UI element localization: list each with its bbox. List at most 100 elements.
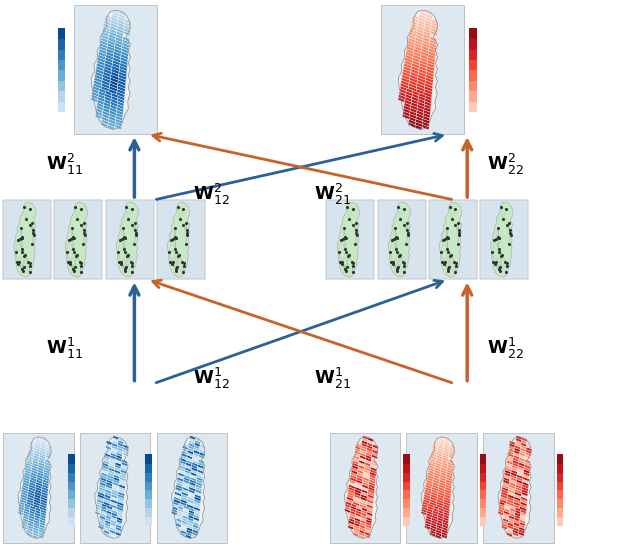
Polygon shape [106, 446, 111, 450]
Polygon shape [29, 443, 35, 448]
Polygon shape [406, 46, 414, 52]
Point [175, 215, 185, 224]
Polygon shape [355, 489, 361, 494]
Polygon shape [29, 515, 35, 520]
Point [342, 203, 352, 212]
Polygon shape [436, 529, 442, 534]
Point [505, 229, 515, 237]
Point [395, 250, 405, 259]
Polygon shape [364, 470, 370, 474]
Point [392, 234, 402, 243]
Polygon shape [522, 437, 527, 442]
Polygon shape [433, 441, 438, 445]
Polygon shape [176, 482, 183, 487]
Polygon shape [113, 436, 118, 440]
Polygon shape [507, 499, 514, 504]
Bar [145, 463, 152, 472]
Polygon shape [424, 492, 431, 496]
Polygon shape [504, 477, 510, 482]
Polygon shape [441, 534, 447, 539]
Polygon shape [417, 107, 424, 113]
Polygon shape [116, 452, 122, 457]
Polygon shape [103, 501, 110, 506]
Polygon shape [444, 445, 449, 449]
Polygon shape [102, 467, 108, 472]
Point [61, 248, 72, 256]
Polygon shape [421, 509, 427, 513]
Polygon shape [113, 438, 118, 442]
Point [20, 250, 31, 259]
Point [130, 219, 140, 228]
Polygon shape [371, 464, 377, 469]
Polygon shape [187, 455, 193, 460]
Polygon shape [102, 77, 110, 83]
Bar [480, 517, 486, 526]
Polygon shape [97, 496, 104, 501]
Bar [557, 463, 563, 472]
Polygon shape [110, 524, 116, 529]
Polygon shape [97, 499, 104, 504]
Polygon shape [197, 469, 204, 474]
Polygon shape [190, 477, 196, 482]
Polygon shape [353, 499, 360, 504]
Point [506, 231, 516, 239]
Point [504, 219, 515, 228]
Point [348, 259, 358, 268]
Bar [429, 200, 477, 279]
Polygon shape [432, 515, 438, 520]
Polygon shape [104, 18, 111, 23]
Polygon shape [26, 463, 32, 467]
Polygon shape [111, 450, 116, 455]
Polygon shape [111, 445, 117, 450]
Polygon shape [427, 477, 433, 482]
Point [342, 252, 353, 260]
Polygon shape [27, 530, 33, 534]
Polygon shape [37, 470, 44, 474]
Point [21, 215, 31, 224]
Polygon shape [518, 529, 525, 534]
Polygon shape [367, 499, 374, 504]
Polygon shape [111, 499, 117, 504]
Polygon shape [425, 95, 432, 100]
Polygon shape [35, 494, 41, 499]
Bar [403, 517, 410, 526]
Polygon shape [438, 484, 445, 489]
Point [399, 268, 409, 277]
Polygon shape [101, 119, 108, 125]
Polygon shape [190, 475, 196, 479]
Polygon shape [356, 510, 362, 515]
Polygon shape [93, 83, 101, 89]
Polygon shape [109, 28, 116, 34]
Polygon shape [28, 525, 33, 529]
Polygon shape [427, 511, 433, 515]
Polygon shape [98, 489, 105, 494]
Polygon shape [419, 93, 426, 98]
Polygon shape [410, 23, 417, 28]
Polygon shape [433, 482, 439, 487]
Polygon shape [424, 107, 431, 112]
Point [179, 259, 189, 268]
Polygon shape [348, 487, 355, 492]
Polygon shape [412, 96, 419, 101]
Polygon shape [118, 75, 126, 80]
Polygon shape [172, 506, 178, 511]
Polygon shape [23, 516, 29, 520]
Polygon shape [99, 52, 106, 57]
Polygon shape [191, 534, 198, 539]
Polygon shape [447, 472, 453, 476]
Point [171, 248, 181, 256]
Polygon shape [108, 470, 114, 475]
Polygon shape [504, 508, 509, 512]
Polygon shape [350, 477, 356, 482]
Polygon shape [364, 467, 371, 472]
Polygon shape [372, 449, 378, 454]
Polygon shape [507, 527, 513, 532]
Polygon shape [388, 202, 411, 277]
Polygon shape [522, 484, 529, 489]
Polygon shape [115, 37, 123, 42]
Polygon shape [355, 515, 361, 520]
Polygon shape [425, 20, 432, 25]
Bar [58, 60, 65, 71]
Polygon shape [429, 45, 436, 51]
Polygon shape [120, 60, 128, 65]
